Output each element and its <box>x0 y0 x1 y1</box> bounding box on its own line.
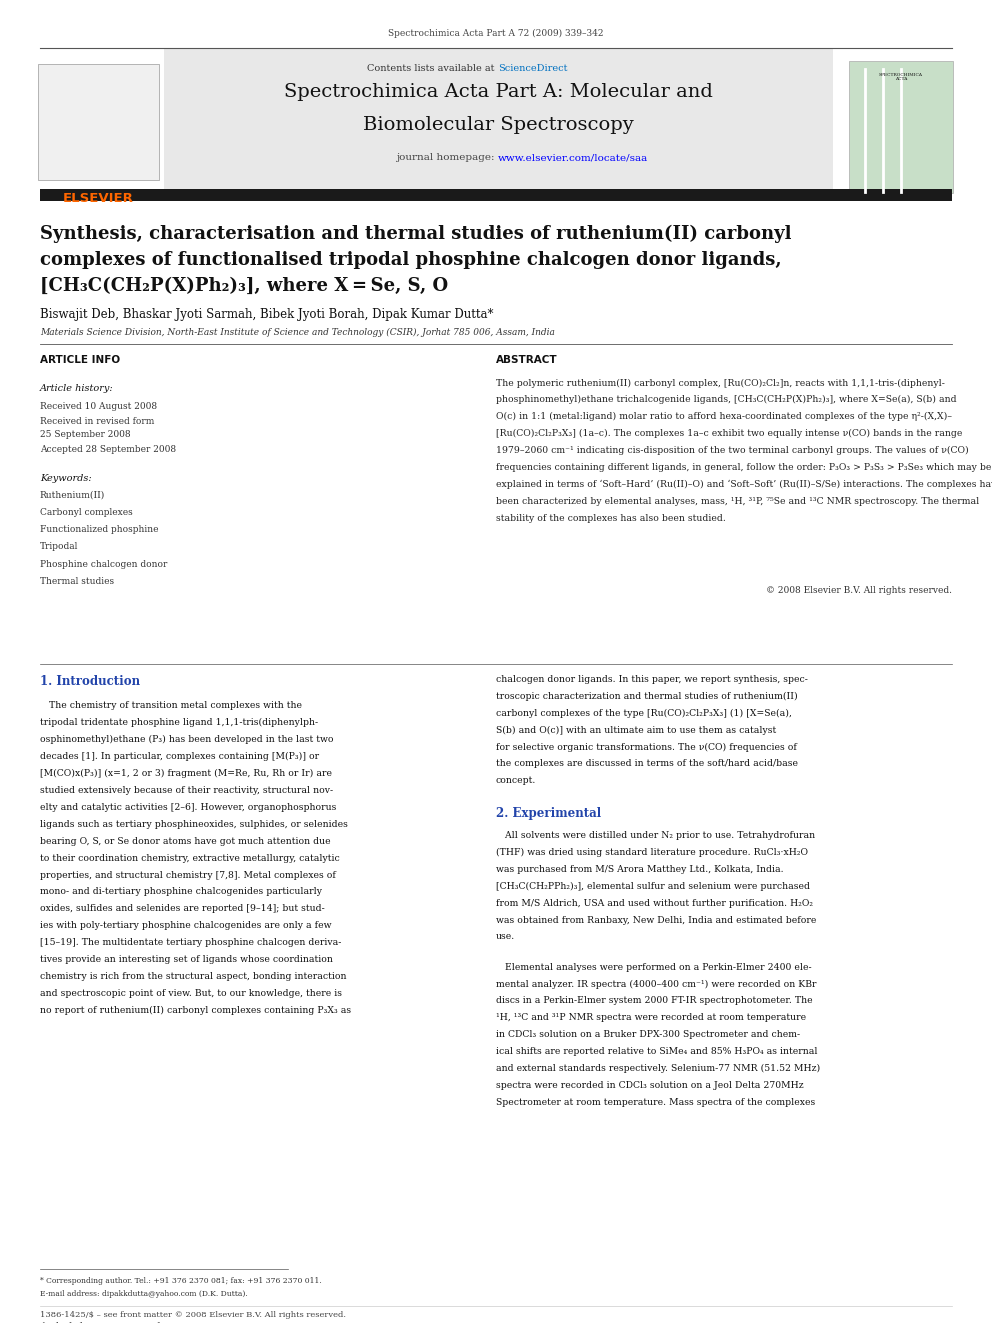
Text: complexes of functionalised tripodal phosphine chalcogen donor ligands,: complexes of functionalised tripodal pho… <box>40 251 782 270</box>
Text: Biomolecular Spectroscopy: Biomolecular Spectroscopy <box>363 116 633 135</box>
Text: Keywords:: Keywords: <box>40 474 91 483</box>
Text: Phosphine chalcogen donor: Phosphine chalcogen donor <box>40 560 167 569</box>
Text: Carbonyl complexes: Carbonyl complexes <box>40 508 132 517</box>
Text: in CDCl₃ solution on a Bruker DPX-300 Spectrometer and chem-: in CDCl₃ solution on a Bruker DPX-300 Sp… <box>496 1031 801 1040</box>
Text: O(c) in 1:1 (metal:ligand) molar ratio to afford hexa-coordinated complexes of t: O(c) in 1:1 (metal:ligand) molar ratio t… <box>496 413 952 421</box>
Text: 25 September 2008: 25 September 2008 <box>40 430 130 439</box>
Text: oxides, sulfides and selenides are reported [9–14]; but stud-: oxides, sulfides and selenides are repor… <box>40 905 324 913</box>
Text: decades [1]. In particular, complexes containing [M(P₃)] or: decades [1]. In particular, complexes co… <box>40 751 318 761</box>
Text: 1. Introduction: 1. Introduction <box>40 675 140 688</box>
Text: Ruthenium(II): Ruthenium(II) <box>40 491 105 500</box>
Text: Spectrochimica Acta Part A 72 (2009) 339–342: Spectrochimica Acta Part A 72 (2009) 339… <box>388 29 604 38</box>
Text: journal homepage:: journal homepage: <box>396 153 498 163</box>
Text: the complexes are discussed in terms of the soft/hard acid/base: the complexes are discussed in terms of … <box>496 759 798 769</box>
Text: [CH₃C(CH₂P(X)Ph₂)₃], where X = Se, S, O: [CH₃C(CH₂P(X)Ph₂)₃], where X = Se, S, O <box>40 277 447 295</box>
Text: 1386-1425/$ – see front matter © 2008 Elsevier B.V. All rights reserved.: 1386-1425/$ – see front matter © 2008 El… <box>40 1311 345 1319</box>
Bar <box>38 64 159 180</box>
Text: [M(CO)x(P₃)] (x=1, 2 or 3) fragment (M=Re, Ru, Rh or Ir) are: [M(CO)x(P₃)] (x=1, 2 or 3) fragment (M=R… <box>40 769 331 778</box>
Text: carbonyl complexes of the type [Ru(CO)₂Cl₂P₃X₃] (1) [X=Se(a),: carbonyl complexes of the type [Ru(CO)₂C… <box>496 709 792 717</box>
Text: for selective organic transformations. The ν(CO) frequencies of: for selective organic transformations. T… <box>496 742 797 751</box>
Text: S(b) and O(c)] with an ultimate aim to use them as catalyst: S(b) and O(c)] with an ultimate aim to u… <box>496 725 777 734</box>
Text: The chemistry of transition metal complexes with the: The chemistry of transition metal comple… <box>40 701 302 710</box>
Text: All solvents were distilled under N₂ prior to use. Tetrahydrofuran: All solvents were distilled under N₂ pri… <box>496 831 815 840</box>
Text: ELSEVIER: ELSEVIER <box>62 192 134 205</box>
Text: [CH₃C(CH₂PPh₂)₃], elemental sulfur and selenium were purchased: [CH₃C(CH₂PPh₂)₃], elemental sulfur and s… <box>496 881 810 890</box>
Text: chalcogen donor ligands. In this paper, we report synthesis, spec-: chalcogen donor ligands. In this paper, … <box>496 675 807 684</box>
Text: Received in revised form: Received in revised form <box>40 417 154 426</box>
Text: Accepted 28 September 2008: Accepted 28 September 2008 <box>40 445 176 454</box>
Bar <box>849 61 953 193</box>
Text: ABSTRACT: ABSTRACT <box>496 355 558 365</box>
Text: Received 10 August 2008: Received 10 August 2008 <box>40 402 157 411</box>
Text: bearing O, S, or Se donor atoms have got much attention due: bearing O, S, or Se donor atoms have got… <box>40 836 330 845</box>
Text: was purchased from M/S Arora Matthey Ltd., Kolkata, India.: was purchased from M/S Arora Matthey Ltd… <box>496 865 784 873</box>
Text: been characterized by elemental analyses, mass, ¹H, ³¹P, ⁷⁵Se and ¹³C NMR spectr: been characterized by elemental analyses… <box>496 497 979 505</box>
Text: Article history:: Article history: <box>40 384 113 393</box>
Text: and external standards respectively. Selenium-77 NMR (51.52 MHz): and external standards respectively. Sel… <box>496 1064 820 1073</box>
Text: Contents lists available at: Contents lists available at <box>367 64 498 73</box>
Text: Functionalized phosphine: Functionalized phosphine <box>40 525 158 534</box>
Text: Spectrochimica Acta Part A: Molecular and: Spectrochimica Acta Part A: Molecular an… <box>284 83 712 102</box>
Text: tripodal tridentate phosphine ligand 1,1,1-tris(diphenylph-: tripodal tridentate phosphine ligand 1,1… <box>40 718 317 728</box>
Text: © 2008 Elsevier B.V. All rights reserved.: © 2008 Elsevier B.V. All rights reserved… <box>766 586 952 595</box>
Text: discs in a Perkin-Elmer system 2000 FT-IR spectrophotometer. The: discs in a Perkin-Elmer system 2000 FT-I… <box>496 996 812 1005</box>
Text: mental analyzer. IR spectra (4000–400 cm⁻¹) were recorded on KBr: mental analyzer. IR spectra (4000–400 cm… <box>496 979 816 988</box>
Text: www.elsevier.com/locate/saa: www.elsevier.com/locate/saa <box>498 153 648 163</box>
Text: phosphinomethyl)ethane trichalcogenide ligands, [CH₃C(CH₂P(X)Ph₂)₃], where X=Se(: phosphinomethyl)ethane trichalcogenide l… <box>496 396 956 405</box>
Text: (THF) was dried using standard literature procedure. RuCl₃·xH₂O: (THF) was dried using standard literatur… <box>496 848 808 857</box>
Text: 2. Experimental: 2. Experimental <box>496 807 601 820</box>
Text: ¹H, ¹³C and ³¹P NMR spectra were recorded at room temperature: ¹H, ¹³C and ³¹P NMR spectra were recorde… <box>496 1013 806 1023</box>
Text: Spectrometer at room temperature. Mass spectra of the complexes: Spectrometer at room temperature. Mass s… <box>496 1098 815 1107</box>
Text: properties, and structural chemistry [7,8]. Metal complexes of: properties, and structural chemistry [7,… <box>40 871 335 880</box>
Bar <box>164 48 833 196</box>
Bar <box>40 189 952 201</box>
Text: to their coordination chemistry, extractive metallurgy, catalytic: to their coordination chemistry, extract… <box>40 853 339 863</box>
Text: tives provide an interesting set of ligands whose coordination: tives provide an interesting set of liga… <box>40 955 332 964</box>
Text: no report of ruthenium(II) carbonyl complexes containing P₃X₃ as: no report of ruthenium(II) carbonyl comp… <box>40 1005 351 1015</box>
Text: [Ru(CO)₂Cl₂P₃X₃] (1a–c). The complexes 1a–c exhibit two equally intense ν(CO) ba: [Ru(CO)₂Cl₂P₃X₃] (1a–c). The complexes 1… <box>496 429 962 438</box>
Text: spectra were recorded in CDCl₃ solution on a Jeol Delta 270MHz: spectra were recorded in CDCl₃ solution … <box>496 1081 804 1090</box>
Text: doi:10.1016/j.saa.2008.09.018: doi:10.1016/j.saa.2008.09.018 <box>40 1322 168 1323</box>
Text: elty and catalytic activities [2–6]. However, organophosphorus: elty and catalytic activities [2–6]. How… <box>40 803 336 812</box>
Text: SPECTROCHIMICA
ACTA: SPECTROCHIMICA ACTA <box>879 73 923 82</box>
Text: Materials Science Division, North-East Institute of Science and Technology (CSIR: Materials Science Division, North-East I… <box>40 328 555 337</box>
Text: ligands such as tertiary phosphineoxides, sulphides, or selenides: ligands such as tertiary phosphineoxides… <box>40 820 347 828</box>
Text: stability of the complexes has also been studied.: stability of the complexes has also been… <box>496 513 726 523</box>
Text: troscopic characterization and thermal studies of ruthenium(II): troscopic characterization and thermal s… <box>496 692 798 701</box>
Text: mono- and di-tertiary phosphine chalcogenides particularly: mono- and di-tertiary phosphine chalcoge… <box>40 888 321 897</box>
Text: studied extensively because of their reactivity, structural nov-: studied extensively because of their rea… <box>40 786 332 795</box>
Text: ARTICLE INFO: ARTICLE INFO <box>40 355 120 365</box>
Text: ical shifts are reported relative to SiMe₄ and 85% H₃PO₄ as internal: ical shifts are reported relative to SiM… <box>496 1048 817 1056</box>
Text: Elemental analyses were performed on a Perkin-Elmer 2400 ele-: Elemental analyses were performed on a P… <box>496 963 811 971</box>
Text: ScienceDirect: ScienceDirect <box>498 64 567 73</box>
Text: Thermal studies: Thermal studies <box>40 577 114 586</box>
Text: concept.: concept. <box>496 777 537 786</box>
Text: explained in terms of ‘Soft–Hard’ (Ru(II)–O) and ‘Soft–Soft’ (Ru(II)–S/Se) inter: explained in terms of ‘Soft–Hard’ (Ru(II… <box>496 480 992 490</box>
Text: and spectroscopic point of view. But, to our knowledge, there is: and spectroscopic point of view. But, to… <box>40 990 341 998</box>
Text: ies with poly-tertiary phosphine chalcogenides are only a few: ies with poly-tertiary phosphine chalcog… <box>40 921 331 930</box>
Text: Tripodal: Tripodal <box>40 542 78 552</box>
Text: The polymeric ruthenium(II) carbonyl complex, [Ru(CO)₂Cl₂]n, reacts with 1,1,1-t: The polymeric ruthenium(II) carbonyl com… <box>496 378 944 388</box>
Text: [15–19]. The multidentate tertiary phosphine chalcogen deriva-: [15–19]. The multidentate tertiary phosp… <box>40 938 341 947</box>
Text: was obtained from Ranbaxy, New Delhi, India and estimated before: was obtained from Ranbaxy, New Delhi, In… <box>496 916 816 925</box>
Text: chemistry is rich from the structural aspect, bonding interaction: chemistry is rich from the structural as… <box>40 972 346 982</box>
Text: from M/S Aldrich, USA and used without further purification. H₂O₂: from M/S Aldrich, USA and used without f… <box>496 898 813 908</box>
Text: osphinomethyl)ethane (P₃) has been developed in the last two: osphinomethyl)ethane (P₃) has been devel… <box>40 736 333 744</box>
Text: E-mail address: dipakkdutta@yahoo.com (D.K. Dutta).: E-mail address: dipakkdutta@yahoo.com (D… <box>40 1290 247 1298</box>
Text: 1979–2060 cm⁻¹ indicating cis-disposition of the two terminal carbonyl groups. T: 1979–2060 cm⁻¹ indicating cis-dispositio… <box>496 446 969 455</box>
Text: Synthesis, characterisation and thermal studies of ruthenium(II) carbonyl: Synthesis, characterisation and thermal … <box>40 225 792 243</box>
Text: * Corresponding author. Tel.: +91 376 2370 081; fax: +91 376 2370 011.: * Corresponding author. Tel.: +91 376 23… <box>40 1277 321 1285</box>
Text: frequencies containing different ligands, in general, follow the order: P₃O₃ > P: frequencies containing different ligands… <box>496 463 991 472</box>
Text: Biswajit Deb, Bhaskar Jyoti Sarmah, Bibek Jyoti Borah, Dipak Kumar Dutta*: Biswajit Deb, Bhaskar Jyoti Sarmah, Bibe… <box>40 308 493 321</box>
Text: use.: use. <box>496 933 515 942</box>
